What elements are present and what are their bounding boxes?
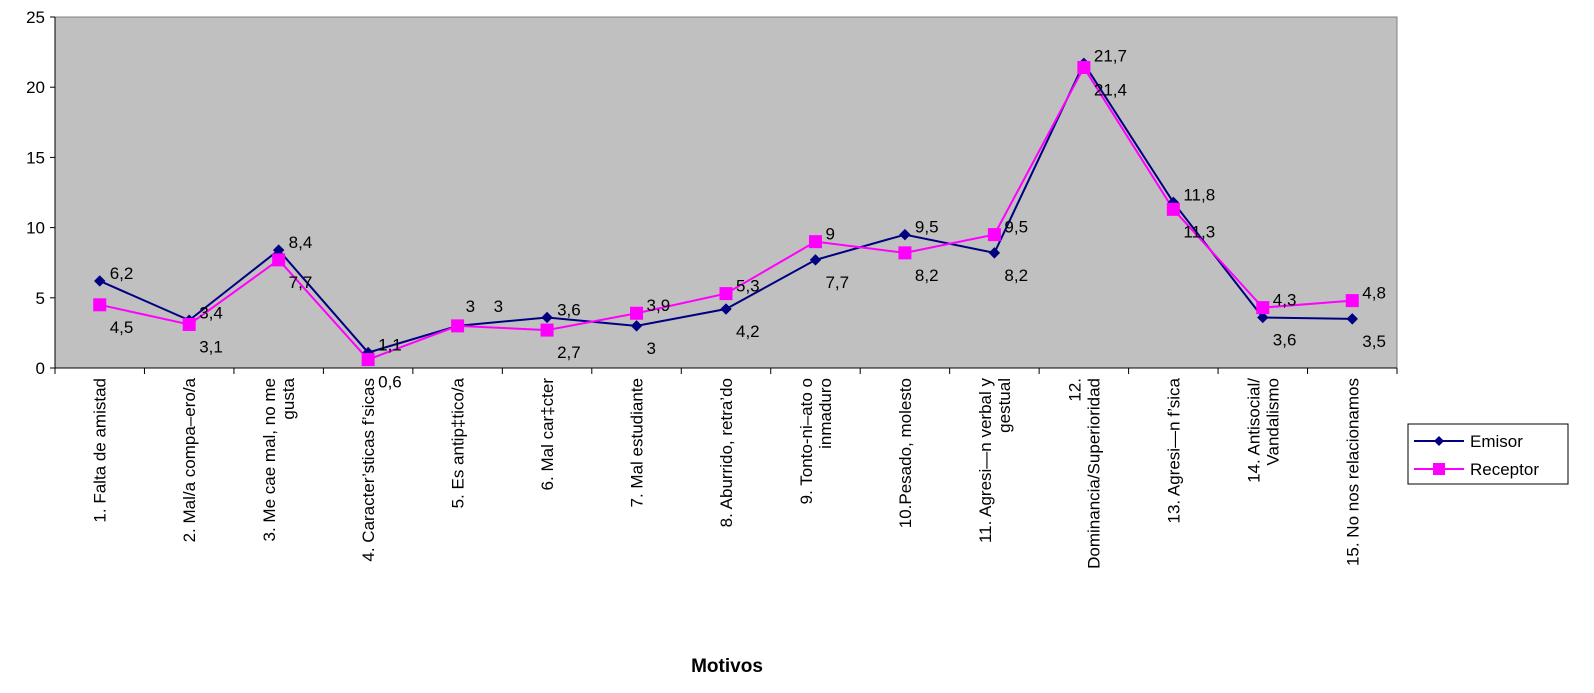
x-category-label: 7. Mal estudiante	[628, 378, 647, 507]
y-tick-label: 20	[26, 78, 45, 97]
data-label-emisor: 9,5	[915, 218, 939, 237]
x-category-label: 14. Antisocial/Vandalismo	[1244, 378, 1282, 483]
point-receptor	[631, 307, 643, 319]
x-category-label: 3. Me cae mal, no megusta	[260, 377, 298, 541]
y-tick-label: 10	[26, 219, 45, 238]
data-label-receptor: 3,9	[647, 296, 671, 315]
data-label-emisor: 6,2	[110, 264, 134, 283]
point-receptor	[1078, 62, 1090, 74]
data-label-emisor: 1,1	[378, 336, 402, 355]
x-axis-title: Motivos	[691, 656, 763, 677]
data-label-receptor: 4,3	[1273, 291, 1297, 310]
x-axis: 1. Falta de amistad 2. Mal/a compa–ero/a 3…	[55, 368, 1397, 569]
point-receptor	[988, 229, 1000, 241]
point-receptor	[809, 236, 821, 248]
point-receptor	[1257, 302, 1269, 314]
data-label-receptor: 3	[494, 297, 503, 316]
legend: Emisor Receptor	[1408, 424, 1568, 484]
data-label-emisor: 8,4	[289, 233, 313, 252]
point-receptor	[1346, 295, 1358, 307]
point-receptor	[94, 299, 106, 311]
data-label-receptor: 2,7	[557, 343, 581, 362]
data-label-emisor: 21,7	[1094, 46, 1127, 65]
legend-label-emisor: Emisor	[1470, 432, 1523, 451]
y-tick-label: 25	[26, 8, 45, 27]
legend-marker-square	[1433, 463, 1445, 475]
data-label-emisor: 3,6	[557, 300, 581, 319]
x-category-label: 4. Caracter’sticas f’sicas	[359, 378, 378, 562]
data-label-receptor: 9,5	[1004, 218, 1028, 237]
data-label-emisor: 3,4	[199, 303, 223, 322]
data-label-emisor: 7,7	[825, 273, 849, 292]
y-tick-label: 0	[36, 359, 45, 378]
data-label-receptor: 7,7	[289, 273, 313, 292]
data-label-emisor: 4,2	[736, 322, 760, 341]
x-category-label: 15. No nos relacionamos	[1343, 378, 1362, 566]
data-label-emisor: 8,2	[1004, 266, 1028, 285]
data-label-emisor: 3,6	[1273, 330, 1297, 349]
point-receptor	[452, 320, 464, 332]
data-label-emisor: 3	[466, 297, 475, 316]
data-label-receptor: 4,5	[110, 318, 134, 337]
data-label-receptor: 9	[825, 225, 834, 244]
data-label-emisor: 3	[647, 339, 656, 358]
data-label-emisor: 11,8	[1183, 185, 1215, 204]
data-label-receptor: 11,3	[1183, 222, 1215, 241]
y-axis: 0 5 10 15 20 25	[26, 8, 55, 378]
x-category-label: 11. Agresi—n verbal ygestual	[976, 378, 1014, 544]
point-receptor	[362, 354, 374, 366]
data-label-receptor: 3,1	[199, 337, 223, 356]
x-category-label: 12.Dominancia/Superioridad	[1065, 378, 1103, 569]
point-receptor	[541, 324, 553, 336]
x-category-label: 6. Mal car‡cter	[538, 378, 557, 491]
point-receptor	[183, 318, 195, 330]
data-label-receptor: 21,4	[1094, 81, 1127, 100]
x-category-label: 9. Tonto-ni–ato oinmaduro	[797, 378, 835, 504]
x-category-label: 2. Mal/a compa–ero/a	[180, 377, 199, 542]
x-category-label: 10.Pesado, molesto	[896, 378, 915, 528]
point-receptor	[720, 288, 732, 300]
legend-label-receptor: Receptor	[1470, 460, 1539, 479]
x-category-label: 8. Aburrido, retra’do	[717, 378, 736, 527]
data-label-receptor: 0,6	[378, 373, 402, 392]
point-receptor	[1167, 203, 1179, 215]
y-tick-label: 15	[26, 148, 45, 167]
point-receptor	[899, 247, 911, 259]
data-label-emisor: 3,5	[1362, 332, 1386, 351]
x-category-label: 1. Falta de amistad	[91, 378, 110, 523]
y-tick-label: 5	[36, 289, 45, 308]
x-category-label: 13. Agresi—n f’sica	[1164, 377, 1183, 523]
data-label-receptor: 8,2	[915, 266, 939, 285]
point-receptor	[273, 254, 285, 266]
x-category-label: 5. Es antip‡tico/a	[449, 377, 468, 508]
data-label-receptor: 5,3	[736, 277, 760, 296]
data-label-receptor: 4,8	[1362, 284, 1386, 303]
